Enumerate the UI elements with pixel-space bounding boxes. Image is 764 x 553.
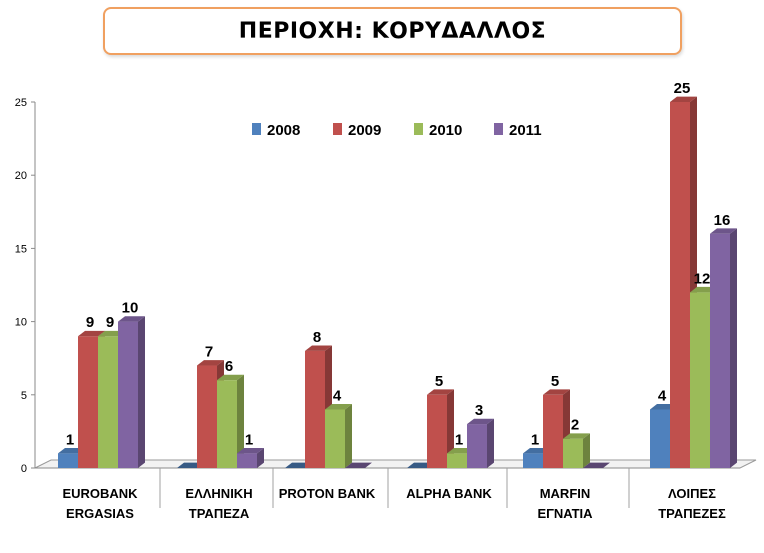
data-label-2009-0: 9	[86, 314, 94, 331]
data-label-2010-1: 6	[225, 358, 233, 375]
bar-top-2011-5	[710, 228, 737, 234]
category-label-0-1: ERGASIAS	[66, 506, 134, 521]
category-label-4-1: ΕΓΝΑΤΙΑ	[537, 506, 593, 521]
bar-side-2010-4	[583, 433, 590, 468]
data-label-2010-4: 2	[571, 417, 579, 434]
bar-2010-0	[98, 336, 118, 468]
bar-side-2010-1	[237, 374, 244, 468]
legend-swatch-2008	[252, 123, 261, 135]
bar-top-2009-0	[78, 330, 105, 337]
bar-2010-4	[563, 438, 583, 468]
legend-label-2008: 2008	[267, 122, 300, 139]
y-tick-label: 20	[15, 170, 27, 182]
bar-top-2009-3	[427, 389, 454, 395]
bar-2009-0	[78, 336, 98, 468]
y-tick-label: 25	[15, 97, 27, 109]
bar-top-2010-2	[325, 404, 352, 410]
bar-2011-3	[467, 424, 487, 468]
data-label-2008-4: 1	[531, 431, 539, 448]
bar-top-2009-2	[305, 345, 332, 351]
data-label-2009-3: 5	[435, 373, 443, 390]
data-label-2009-4: 5	[551, 373, 559, 390]
category-label-4-0: MARFIN	[540, 486, 591, 501]
legend-swatch-2011	[494, 123, 503, 135]
bar-top-2011-3	[467, 418, 494, 425]
bar-2009-1	[197, 365, 217, 468]
bar-2010-2	[325, 409, 345, 468]
bar-2011-5	[710, 233, 730, 468]
category-label-2-0: PROTON BANK	[279, 486, 376, 501]
bar-2009-5	[670, 102, 690, 468]
data-label-2010-0: 9	[106, 314, 114, 331]
y-tick-label: 5	[21, 390, 27, 402]
title-box: ΠΕΡΙΟΧΗ: ΚΟΡΥΔΑΛΛΟΣ	[103, 7, 682, 55]
y-tick-label: 10	[15, 317, 27, 329]
y-tick-label: 0	[21, 463, 27, 475]
category-label-5-1: ΤΡΑΠΕΖΕΣ	[658, 506, 726, 521]
legend-label-2010: 2010	[429, 122, 462, 139]
bar-2008-0	[58, 453, 78, 468]
data-label-2009-2: 8	[313, 329, 321, 346]
bar-2009-3	[427, 394, 447, 468]
chart-title: ΠΕΡΙΟΧΗ: ΚΟΡΥΔΑΛΛΟΣ	[238, 18, 547, 44]
data-label-2008-5: 4	[658, 387, 667, 404]
legend-label-2011: 2011	[509, 122, 542, 139]
category-label-0-0: EUROBANK	[62, 486, 138, 501]
data-label-2010-2: 4	[333, 387, 342, 404]
data-label-2011-5: 16	[714, 212, 731, 229]
data-label-2010-5: 12	[694, 270, 711, 287]
category-label-3-0: ALPHA BANK	[406, 486, 492, 501]
data-label-2010-3: 1	[455, 431, 463, 448]
data-label-2011-0: 10	[122, 300, 139, 317]
bar-top-2010-1	[217, 374, 244, 381]
category-label-1-1: ΤΡΑΠΕΖΑ	[189, 506, 250, 521]
bar-2010-1	[217, 380, 237, 468]
bar-2011-1	[237, 453, 257, 468]
bar-top-2009-5	[670, 96, 697, 102]
data-label-2009-5: 25	[674, 80, 691, 97]
bar-2008-5	[650, 409, 670, 468]
bar-top-2009-1	[197, 360, 224, 366]
bar-top-2011-0	[118, 316, 145, 322]
bar-side-2011-1	[257, 447, 264, 468]
bar-side-2011-3	[487, 418, 494, 468]
legend-swatch-2009	[333, 123, 342, 135]
bar-top-2010-4	[563, 433, 590, 439]
bar-2009-4	[543, 394, 563, 468]
category-label-5-0: ΛΟΙΠΕΣ	[668, 486, 716, 501]
legend-label-2009: 2009	[348, 122, 381, 139]
category-label-1-0: ΕΛΛΗΝΙΚΗ	[185, 486, 252, 501]
bar-side-2011-0	[138, 316, 145, 468]
bar-2010-3	[447, 453, 467, 468]
bar-flat-2011-2	[345, 462, 372, 468]
y-tick-label: 15	[15, 243, 27, 255]
data-label-2009-1: 7	[205, 344, 213, 361]
legend-swatch-2010	[414, 123, 423, 135]
bar-2009-2	[305, 350, 325, 468]
bar-side-2011-5	[730, 228, 737, 468]
data-label-2011-3: 3	[475, 402, 483, 419]
bar-top-2011-1	[237, 447, 264, 454]
bar-side-2010-2	[345, 404, 352, 468]
bar-2010-5	[690, 292, 710, 468]
bar-flat-2011-4	[583, 462, 610, 468]
data-label-2008-0: 1	[66, 431, 74, 448]
data-label-2011-1: 1	[245, 431, 253, 448]
bar-2008-4	[523, 453, 543, 468]
bar-side-2009-3	[447, 389, 454, 468]
bar-top-2009-4	[543, 389, 570, 395]
bar-2011-0	[118, 321, 138, 468]
